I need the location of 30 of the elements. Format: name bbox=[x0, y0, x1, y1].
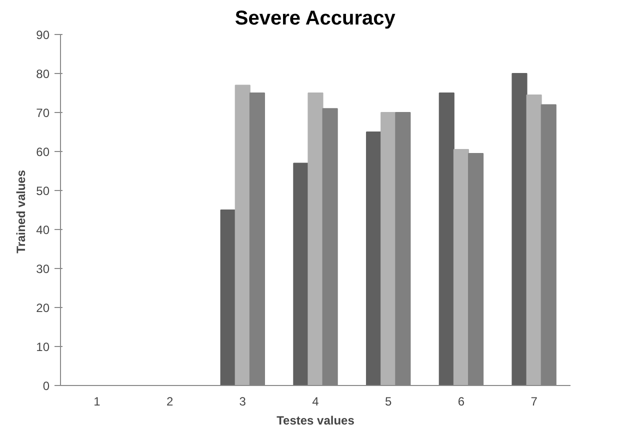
x-tick-label: 3 bbox=[239, 394, 246, 408]
x-tick-label: 2 bbox=[166, 394, 174, 408]
y-tick-label: 90 bbox=[36, 28, 50, 42]
y-tick-label: 30 bbox=[36, 262, 50, 276]
y-tick-label: 80 bbox=[36, 67, 50, 81]
bar bbox=[220, 210, 236, 386]
x-tick-label: 6 bbox=[458, 394, 465, 408]
bar bbox=[293, 162, 309, 386]
y-tick-label: 50 bbox=[36, 184, 50, 198]
bar bbox=[526, 94, 542, 386]
y-tick-label: 60 bbox=[36, 145, 50, 159]
y-tick-label: 0 bbox=[42, 379, 50, 393]
bar bbox=[453, 149, 469, 386]
y-tick-label: 20 bbox=[36, 301, 50, 315]
y-tick-label: 10 bbox=[36, 340, 50, 354]
bar bbox=[438, 92, 454, 386]
bar bbox=[234, 84, 250, 386]
x-tick-label: 1 bbox=[94, 394, 101, 408]
bar bbox=[308, 92, 324, 386]
x-tick-label: 7 bbox=[530, 394, 538, 408]
y-tick-label: 70 bbox=[36, 106, 50, 120]
bar bbox=[380, 112, 396, 386]
x-tick-label: 4 bbox=[312, 394, 320, 408]
x-tick-label: 5 bbox=[385, 394, 392, 408]
bar bbox=[512, 73, 528, 386]
y-axis-title: Trained values bbox=[14, 170, 28, 254]
chart-title: Severe Accuracy bbox=[234, 8, 396, 30]
x-axis-title: Testes values bbox=[276, 414, 355, 428]
y-tick-label: 40 bbox=[36, 223, 50, 237]
bar bbox=[366, 132, 382, 386]
